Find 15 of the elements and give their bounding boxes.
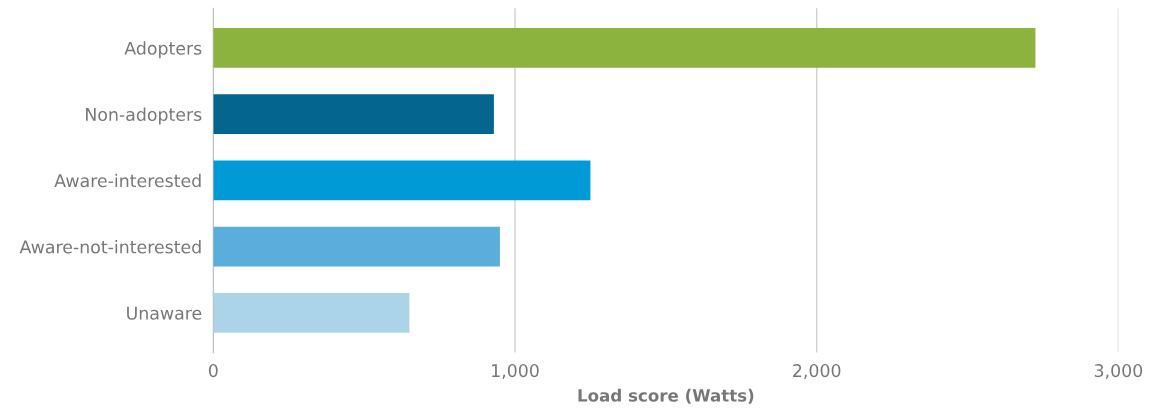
bar bbox=[213, 94, 494, 135]
x-axis-title: Load score (Watts) bbox=[578, 388, 754, 404]
y-tick-label: Adopters bbox=[124, 41, 202, 59]
y-tick-label: Aware-interested bbox=[54, 173, 201, 188]
bar bbox=[213, 292, 410, 333]
x-tick-label: 0 bbox=[208, 364, 218, 378]
bar bbox=[213, 226, 500, 267]
x-tick-label: 2,000 bbox=[793, 364, 841, 379]
bar bbox=[213, 160, 591, 201]
x-tick-label: 1,000 bbox=[492, 364, 539, 379]
bar bbox=[213, 28, 1036, 68]
x-tick-label: 3,000 bbox=[1094, 364, 1143, 379]
y-tick-label: Unaware bbox=[127, 306, 202, 320]
y-tick-label: Aware-not-interested bbox=[19, 240, 201, 254]
y-tick-label: Non-adopters bbox=[86, 107, 202, 125]
